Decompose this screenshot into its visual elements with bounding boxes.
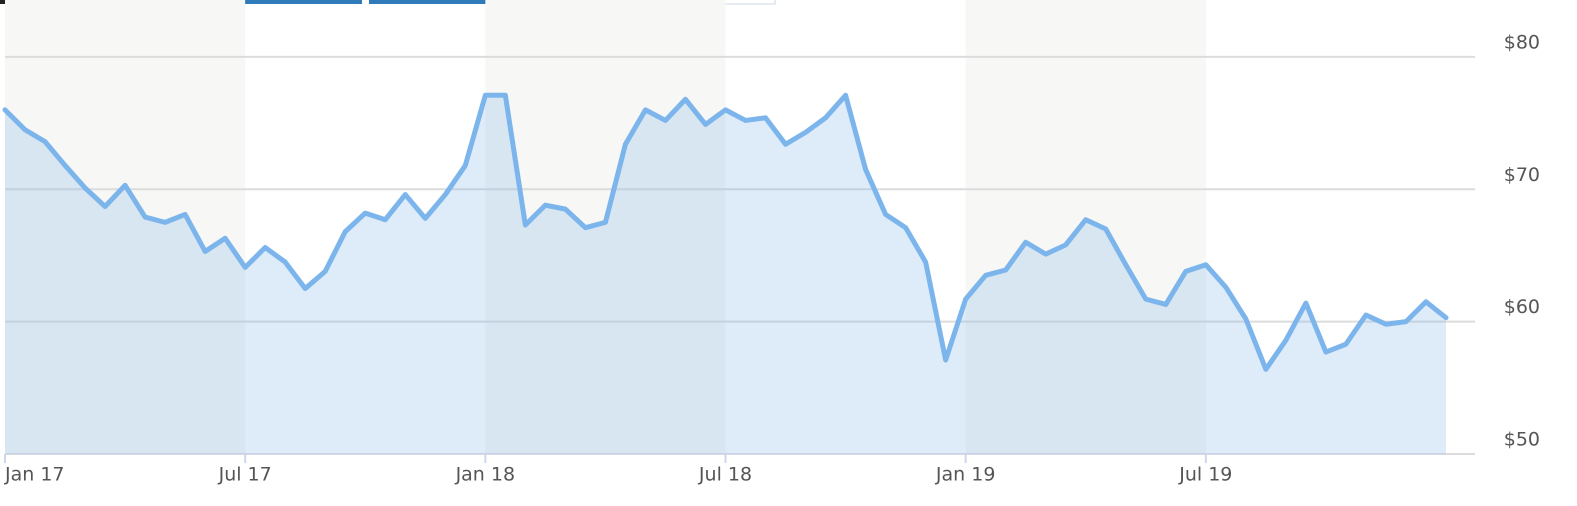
- x-tick-label: Jul 19: [1178, 464, 1232, 486]
- y-tick-label: $60: [1504, 296, 1540, 318]
- button[interactable]: [677, 0, 776, 5]
- x-tick-label: Jan 18: [455, 464, 516, 486]
- button[interactable]: [369, 0, 525, 4]
- area: [5, 95, 1446, 454]
- line: [2, 92, 1449, 372]
- plot-band: [965, 0, 1206, 454]
- x-tick-label: Jul 17: [218, 464, 272, 486]
- x-tick-label: Jan 19: [935, 464, 996, 486]
- x-tick-label: Jul 18: [698, 464, 752, 486]
- plot-band: [5, 0, 246, 454]
- y-tick-label: $70: [1504, 164, 1540, 186]
- y-tick-label: $50: [1504, 429, 1540, 451]
- y-tick-label: $80: [1504, 31, 1540, 53]
- x-tick-label: Jan 17: [4, 464, 65, 486]
